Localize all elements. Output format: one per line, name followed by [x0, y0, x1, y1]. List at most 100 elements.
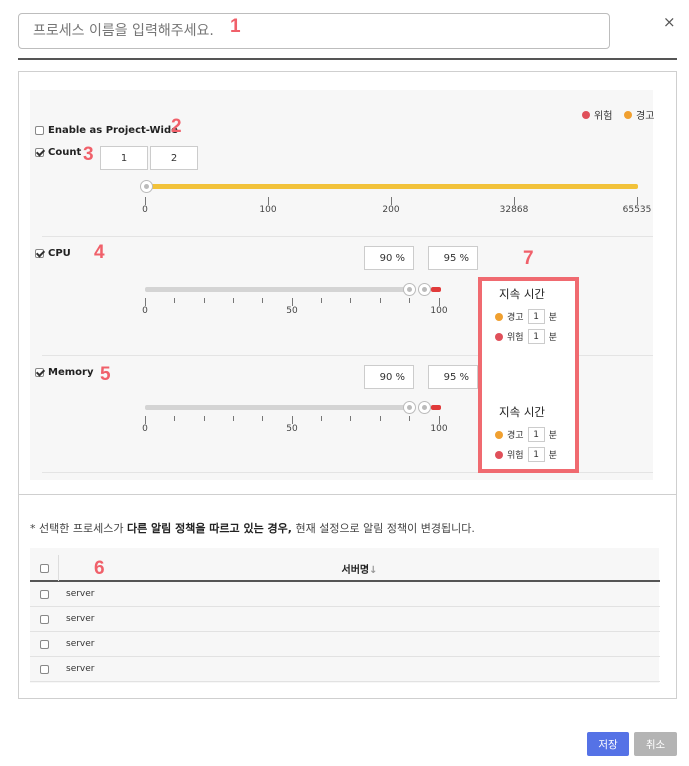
memory-checkbox[interactable]	[35, 368, 44, 377]
table-row[interactable]: server	[30, 632, 660, 657]
sort-arrow-icon[interactable]: ↓	[369, 564, 378, 576]
project-wide-checkbox[interactable]	[35, 126, 44, 135]
note-prefix: * 선택한 프로세스가	[30, 522, 127, 535]
memory-slider-track[interactable]	[145, 405, 410, 410]
legend-danger-label: 위험	[594, 111, 613, 122]
memory-duration-warning-input[interactable]: 1	[527, 427, 545, 442]
duration-danger-label: 위험	[507, 333, 524, 343]
memory-duration-danger-input[interactable]: 1	[527, 447, 545, 462]
count-tick	[391, 197, 392, 205]
row-checkbox[interactable]	[39, 664, 49, 674]
cancel-button[interactable]: 취소	[634, 732, 677, 756]
project-wide-label: Enable as Project-Wide	[48, 125, 178, 136]
memory-tick-label: 0	[142, 424, 148, 434]
count-tick-label: 32868	[499, 205, 529, 215]
server-name-column-header[interactable]: 서버명↓	[59, 561, 660, 576]
memory-danger-handle[interactable]	[418, 401, 431, 414]
memory-tick	[292, 416, 293, 424]
memory-tick	[174, 416, 175, 421]
cpu-tick	[409, 298, 410, 303]
danger-dot-icon	[495, 450, 503, 459]
cpu-checkbox[interactable]	[35, 249, 44, 258]
cpu-tick-label: 0	[142, 306, 148, 316]
duration-warning-label: 경고	[507, 431, 524, 441]
annotation-5: 5	[100, 364, 111, 385]
header-divider	[18, 58, 677, 60]
cpu-duration-title: 지속 시간	[499, 287, 545, 301]
server-name-header-label: 서버명	[341, 564, 370, 576]
annotation-1: 1	[230, 16, 241, 37]
count-tick-label: 200	[382, 205, 400, 215]
cpu-tick	[204, 298, 205, 303]
memory-duration-title: 지속 시간	[499, 405, 545, 419]
cpu-duration-danger-input[interactable]: 1	[527, 329, 545, 344]
cpu-tick	[350, 298, 351, 303]
cpu-tick	[145, 298, 146, 306]
memory-tick	[350, 416, 351, 421]
column-divider	[58, 555, 59, 581]
count-tick	[268, 197, 269, 205]
cpu-slider-track[interactable]	[145, 287, 410, 292]
memory-tick	[380, 416, 381, 421]
count-tick-label: 65535	[622, 205, 652, 215]
table-row[interactable]: server	[30, 582, 660, 607]
select-all-checkbox[interactable]	[39, 563, 49, 573]
memory-danger-input[interactable]: 95 %	[428, 365, 478, 389]
annotation-7: 7	[523, 248, 534, 269]
memory-duration-warning-row: 경고 1 분	[495, 427, 557, 442]
cpu-danger-fill	[431, 287, 441, 292]
project-wide-option[interactable]: Enable as Project-Wide	[35, 125, 178, 136]
memory-tick	[439, 416, 440, 424]
table-header-row: 서버명↓	[30, 555, 660, 582]
note-bold: 다른 알림 정책을 따르고 있는 경우,	[126, 522, 292, 535]
table-row[interactable]: server	[30, 657, 660, 682]
memory-tick	[233, 416, 234, 421]
memory-warning-input[interactable]: 90 %	[364, 365, 414, 389]
memory-duration-danger-row: 위험 1 분	[495, 447, 557, 462]
cpu-tick-label: 100	[430, 306, 448, 316]
row-checkbox[interactable]	[39, 589, 49, 599]
table-row[interactable]: server	[30, 607, 660, 632]
cpu-warning-input[interactable]: 90 %	[364, 246, 414, 270]
memory-tick	[204, 416, 205, 421]
duration-unit: 분	[548, 451, 557, 461]
duration-unit: 분	[548, 333, 557, 343]
close-icon[interactable]: ×	[663, 13, 676, 31]
row-checkbox[interactable]	[39, 614, 49, 624]
cpu-tick	[292, 298, 293, 306]
memory-option[interactable]: Memory	[35, 367, 93, 378]
annotation-4: 4	[94, 242, 105, 263]
memory-tick	[321, 416, 322, 421]
count-max-input[interactable]: 2	[150, 146, 198, 170]
server-name-cell: server	[66, 589, 95, 599]
row-checkbox[interactable]	[39, 639, 49, 649]
annotation-2: 2	[171, 116, 182, 137]
count-slider-handle[interactable]	[140, 180, 153, 193]
memory-tick	[409, 416, 410, 421]
panel-divider	[18, 494, 677, 495]
note-suffix: 현재 설정으로 알림 정책이 변경됩니다.	[291, 522, 475, 535]
memory-tick	[145, 416, 146, 424]
cpu-warning-handle[interactable]	[403, 283, 416, 296]
cpu-duration-warning-input[interactable]: 1	[527, 309, 545, 324]
warning-dot-icon	[495, 312, 503, 321]
count-range-track[interactable]	[146, 184, 638, 189]
duration-unit: 분	[548, 431, 557, 441]
process-name-input[interactable]	[18, 13, 610, 49]
cpu-tick	[233, 298, 234, 303]
legend-danger: 위험	[582, 107, 612, 122]
count-min-input[interactable]: 1	[100, 146, 148, 170]
cpu-danger-input[interactable]: 95 %	[428, 246, 478, 270]
count-option[interactable]: Count	[35, 147, 81, 158]
cpu-danger-handle[interactable]	[418, 283, 431, 296]
save-button[interactable]: 저장	[587, 732, 629, 756]
cpu-option[interactable]: CPU	[35, 248, 71, 259]
row-separator	[42, 472, 653, 473]
memory-warning-handle[interactable]	[403, 401, 416, 414]
annotation-3: 3	[83, 144, 94, 165]
count-label: Count	[48, 147, 82, 158]
duration-danger-label: 위험	[507, 451, 524, 461]
count-checkbox[interactable]	[35, 148, 44, 157]
server-table: 서버명↓ server server server server	[30, 555, 660, 682]
cpu-duration-warning-row: 경고 1 분	[495, 309, 557, 324]
